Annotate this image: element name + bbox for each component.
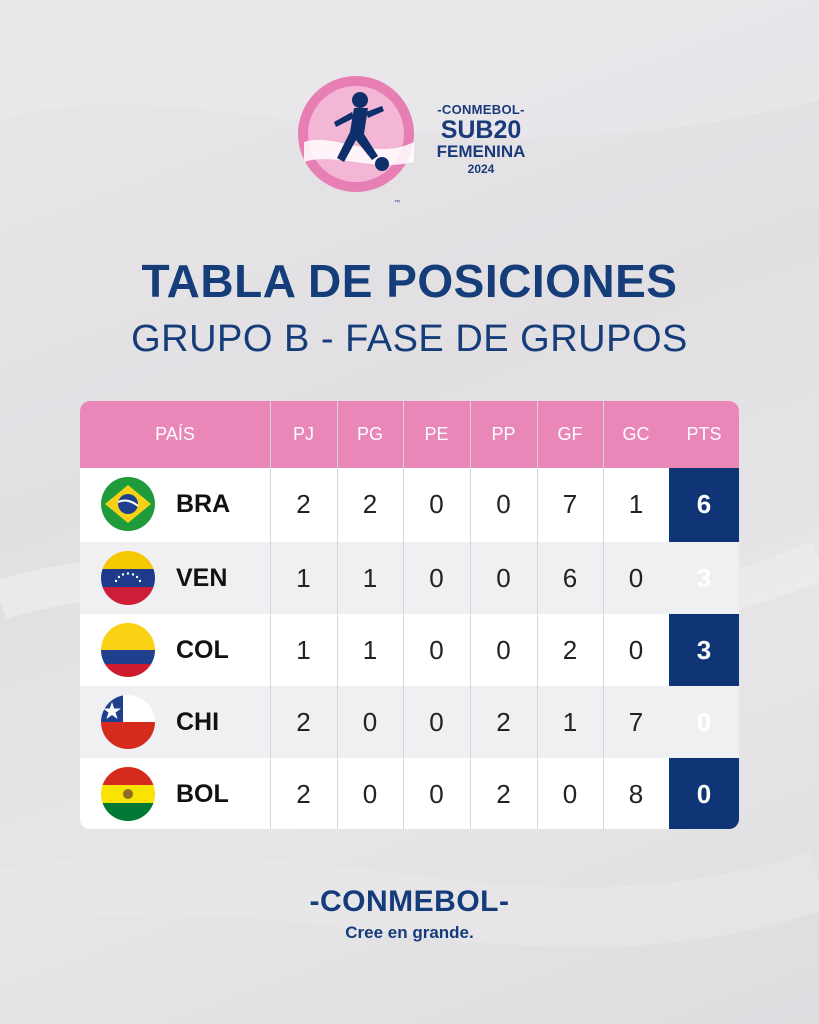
page-title: TABLA DE POSICIONES (141, 255, 678, 307)
page-subtitle: GRUPO B - FASE DE GRUPOS (131, 318, 688, 360)
trademark-mark: ™ (394, 200, 400, 206)
country-code: BOL (176, 780, 229, 808)
cell-pp: 2 (496, 707, 511, 737)
tournament-logo: ™ -CONMEBOL- SUB20 FEMENINA 2024 (294, 72, 534, 212)
cell-gf: 1 (562, 707, 578, 737)
venezuela-flag-icon (101, 551, 155, 605)
country-code: BRA (176, 490, 231, 518)
cell-gf: 0 (562, 779, 578, 809)
chile-flag-icon (101, 695, 155, 749)
header-pais: PAÍS (155, 424, 195, 444)
cell-pts: 0 (696, 779, 712, 809)
cell-pj: 1 (296, 635, 311, 665)
table-row: COL 1 1 0 0 2 0 3 (80, 614, 739, 686)
cell-pts: 0 (696, 707, 712, 737)
cell-gf: 7 (562, 489, 578, 519)
cell-gc: 0 (628, 563, 644, 593)
cell-pg: 2 (362, 489, 378, 519)
cell-gc: 1 (628, 489, 644, 519)
bolivia-flag-icon (101, 767, 155, 821)
cell-pts: 6 (696, 489, 712, 519)
table-header: PAÍS PJ PG PE PP GF GC PTS (80, 401, 739, 468)
logo-femenina: FEMENINA (436, 142, 526, 161)
cell-pj: 2 (296, 779, 311, 809)
header-pg: PG (356, 424, 383, 444)
column-divider (537, 401, 538, 829)
column-divider (270, 401, 271, 829)
brazil-flag-icon (101, 477, 155, 531)
cell-gf: 6 (562, 563, 578, 593)
cell-pe: 0 (429, 707, 444, 737)
cell-gc: 8 (628, 779, 644, 809)
cell-pg: 0 (362, 707, 378, 737)
cell-pj: 1 (296, 563, 311, 593)
country-code: COL (176, 636, 229, 664)
logo-sub20: SUB20 (440, 116, 522, 144)
footer-branding: -CONMEBOL- Cree en grande. (0, 885, 819, 943)
colombia-flag-icon (101, 623, 155, 677)
cell-pg: 1 (362, 563, 378, 593)
conmebol-wordmark: -CONMEBOL- (309, 885, 510, 918)
cell-pe: 0 (429, 489, 444, 519)
logo-conmebol: -CONMEBOL- (437, 102, 525, 117)
cell-pj: 2 (296, 489, 311, 519)
header-pp: PP (491, 424, 516, 444)
sub20-emblem-icon (298, 76, 414, 192)
country-code: CHI (176, 708, 220, 736)
cell-pe: 0 (429, 779, 444, 809)
cell-pp: 2 (496, 779, 511, 809)
header-pj: PJ (292, 424, 314, 444)
header-gf: GF (557, 424, 583, 444)
cell-pe: 0 (429, 635, 444, 665)
points-column (669, 468, 739, 829)
cell-gf: 2 (562, 635, 578, 665)
column-divider (470, 401, 471, 829)
logo-wordmark: -CONMEBOL- SUB20 FEMENINA 2024 (426, 102, 536, 176)
cell-pp: 0 (496, 635, 511, 665)
header-gc: GC (622, 424, 650, 444)
column-divider (603, 401, 604, 829)
column-divider (403, 401, 404, 829)
country-code: VEN (176, 564, 228, 592)
cell-pj: 2 (296, 707, 311, 737)
column-divider (337, 401, 338, 829)
logo-year: 2024 (467, 162, 495, 176)
table-row: VEN 1 1 0 0 6 0 3 (80, 542, 739, 614)
cell-pp: 0 (496, 563, 511, 593)
table-row: BRA 2 2 0 0 7 1 6 (80, 468, 739, 540)
cell-pg: 0 (362, 779, 378, 809)
cell-pp: 0 (496, 489, 511, 519)
cell-pg: 1 (362, 635, 378, 665)
footer-tagline: Cree en grande. (345, 923, 474, 942)
table-row: CHI 2 0 0 2 1 7 0 (80, 686, 739, 758)
cell-gc: 7 (628, 707, 644, 737)
cell-pts: 3 (696, 635, 712, 665)
standings-table: PAÍS PJ PG PE PP GF GC PTS BRA 2 2 0 0 7… (80, 401, 739, 829)
table-row: BOL 2 0 0 2 0 8 0 (80, 758, 739, 829)
cell-pe: 0 (429, 563, 444, 593)
cell-pts: 3 (696, 563, 712, 593)
header-pts: PTS (686, 424, 722, 444)
cell-gc: 0 (628, 635, 644, 665)
header-pe: PE (424, 424, 449, 444)
